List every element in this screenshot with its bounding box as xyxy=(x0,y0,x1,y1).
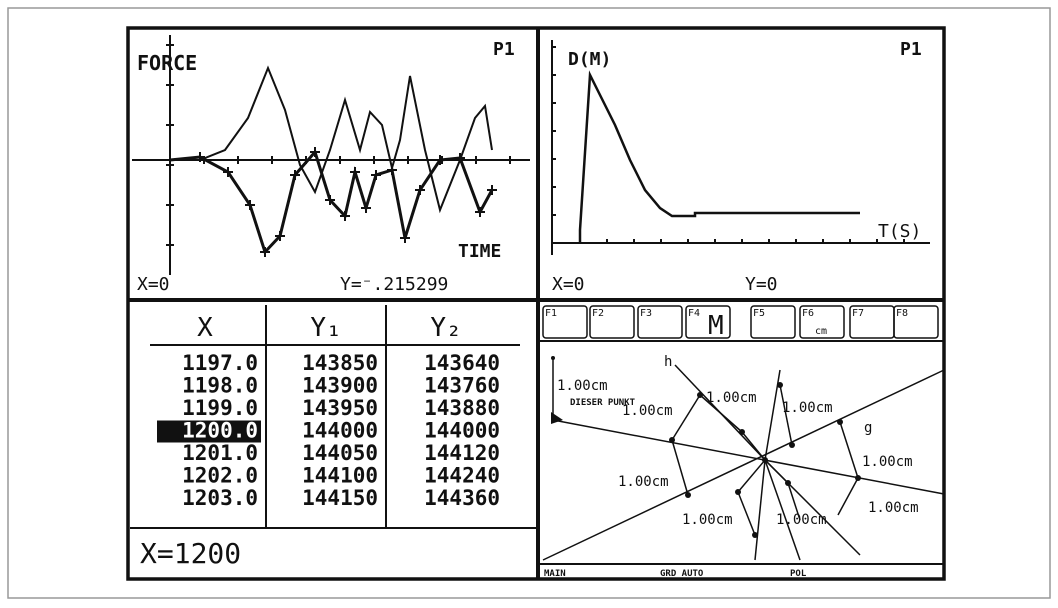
cell: 1198.0 xyxy=(182,374,258,398)
plot-tag: P1 xyxy=(493,39,515,60)
cell: 1202.0 xyxy=(182,464,258,488)
readout: X=0 xyxy=(552,274,585,295)
label: 1.00cm xyxy=(776,512,827,528)
function-key: F4 xyxy=(688,308,700,319)
status-text: POL xyxy=(790,569,807,579)
cell: 143950 xyxy=(302,396,378,420)
cell: 1203.0 xyxy=(182,486,258,510)
cell: 1200.0 xyxy=(182,419,258,443)
axis-label: T(S) xyxy=(878,221,921,242)
label: 1.00cm xyxy=(682,512,733,528)
cell: 1197.0 xyxy=(182,351,258,375)
label: 1.00cm xyxy=(622,403,673,419)
label: h xyxy=(664,354,672,370)
tool-icon-text: cm xyxy=(815,326,827,337)
cell: 144100 xyxy=(302,464,378,488)
readout: Y=0 xyxy=(745,274,778,295)
cell: 143850 xyxy=(302,351,378,375)
function-key: F8 xyxy=(896,308,908,319)
cell: 144000 xyxy=(302,419,378,443)
cell: 143900 xyxy=(302,374,378,398)
column-header: Y₂ xyxy=(430,313,461,343)
label: 1.00cm xyxy=(862,454,913,470)
cell: 144120 xyxy=(424,441,500,465)
tool-icon-text: M xyxy=(708,311,724,341)
label: g xyxy=(864,420,872,436)
cell: 143760 xyxy=(424,374,500,398)
axis-label: FORCE xyxy=(137,51,197,75)
cell: 144360 xyxy=(424,486,500,510)
status-text: MAIN xyxy=(544,569,566,579)
readout: Y=⁻.215299 xyxy=(340,274,448,295)
readout: X=0 xyxy=(137,274,170,295)
label: 1.00cm xyxy=(618,474,669,490)
screenshot: FORCE P1 TIME X=0 Y=⁻.215299 D(M) P1 T(S… xyxy=(0,0,1058,604)
function-key: F7 xyxy=(852,308,864,319)
cell: 143880 xyxy=(424,396,500,420)
function-key: F5 xyxy=(753,308,765,319)
plot-tag: P1 xyxy=(900,39,922,60)
label: 1.00cm xyxy=(557,378,608,394)
cell: 1199.0 xyxy=(182,396,258,420)
label: 1.00cm xyxy=(782,400,833,416)
column-header: X xyxy=(197,313,213,343)
cell: 1201.0 xyxy=(182,441,258,465)
function-key: F1 xyxy=(545,308,557,319)
label: 1.00cm xyxy=(706,390,757,406)
axis-label: D(M) xyxy=(568,49,611,70)
function-key: F6 xyxy=(802,308,814,319)
cell: 144240 xyxy=(424,464,500,488)
axis-label: TIME xyxy=(458,241,501,262)
cell: 144150 xyxy=(302,486,378,510)
cell: 143640 xyxy=(424,351,500,375)
function-key: F3 xyxy=(640,308,652,319)
column-header: Y₁ xyxy=(310,313,341,343)
cell: 144000 xyxy=(424,419,500,443)
cell: 144050 xyxy=(302,441,378,465)
label: 1.00cm xyxy=(868,500,919,516)
function-key: F2 xyxy=(592,308,604,319)
status-text: GRD AUTO xyxy=(660,569,704,579)
entry-line: X=1200 xyxy=(140,537,241,570)
